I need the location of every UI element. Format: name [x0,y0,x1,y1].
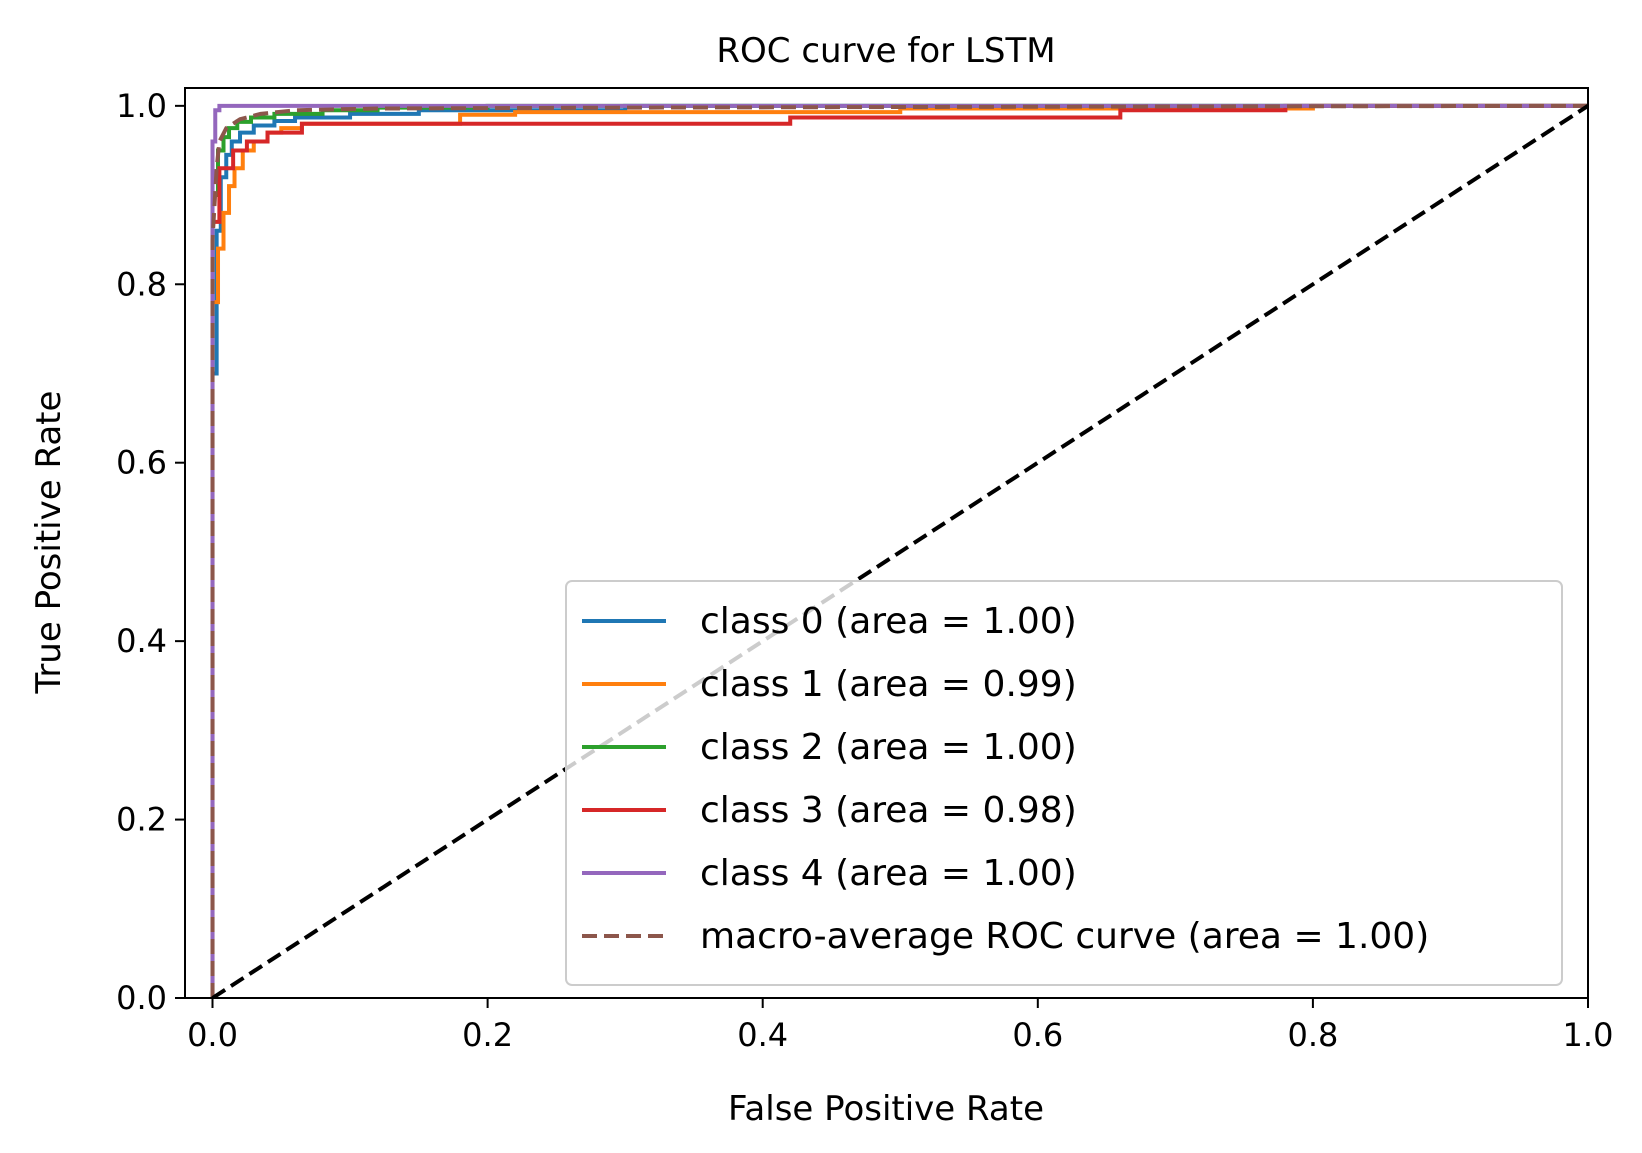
y-tick-label: 0.0 [116,979,167,1017]
x-tick-label: 1.0 [1563,1016,1614,1054]
legend-label: class 2 (area = 1.00) [700,727,1077,768]
y-tick-label: 0.6 [116,444,167,482]
legend-label: class 4 (area = 1.00) [700,853,1077,894]
series-line-class-4 [210,103,1588,998]
y-tick-label: 0.8 [116,265,167,303]
y-tick-label: 0.2 [116,801,167,839]
x-tick-label: 0.0 [187,1016,238,1054]
x-tick-label: 0.4 [737,1016,788,1054]
x-axis-ticks: 0.0 0.2 0.4 0.6 0.8 1.0 [187,998,1613,1054]
y-axis-label: True Positive Rate [29,391,69,695]
y-axis-ticks: 0.0 0.2 0.4 0.6 0.8 1.0 [116,87,185,1017]
plot-area [210,103,1588,998]
x-tick-label: 0.6 [1012,1016,1063,1054]
x-tick-label: 0.8 [1287,1016,1338,1054]
y-tick-label: 0.4 [116,622,167,660]
y-tick-label: 1.0 [116,87,167,125]
legend-label: class 0 (area = 1.00) [700,601,1077,642]
x-axis-label: False Positive Rate [728,1089,1044,1129]
series-line-class-3 [210,103,1588,998]
axes-frame [184,87,1589,999]
legend-label: class 3 (area = 0.98) [700,790,1077,831]
legend-label: macro-average ROC curve (area = 1.00) [700,916,1429,957]
series-line-chance [211,104,1588,998]
series-line-macro-average [210,103,1588,998]
series-line-class-0 [210,103,1588,998]
x-tick-label: 0.2 [462,1016,513,1054]
legend: class 0 (area = 1.00) class 1 (area = 0.9… [565,580,1563,986]
legend-box [565,580,1563,986]
legend-label: class 1 (area = 0.99) [700,664,1077,705]
chart-title: ROC curve for LSTM [716,31,1055,71]
